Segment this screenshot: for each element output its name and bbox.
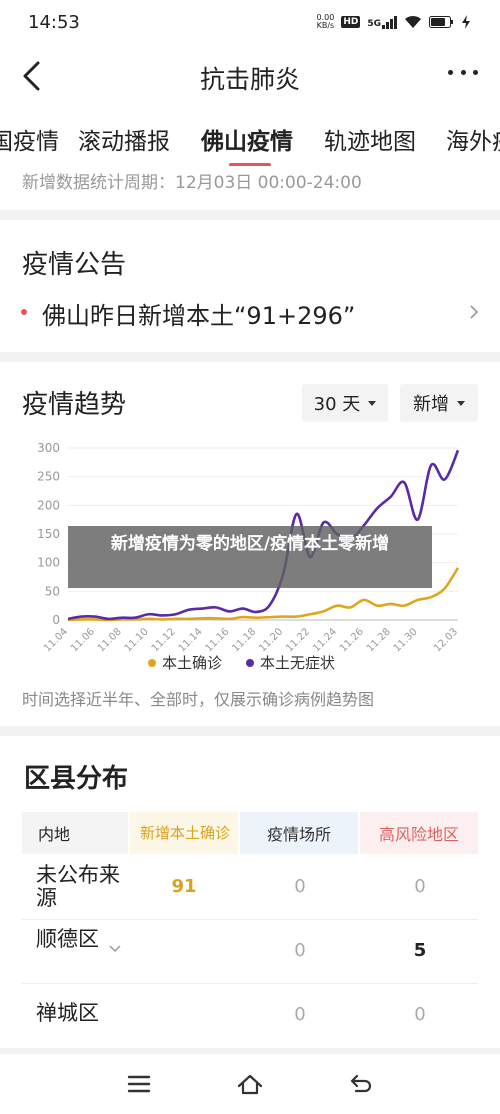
x-tick-label: 11.18 xyxy=(230,626,258,654)
high-risk-count: 5 xyxy=(413,940,427,961)
trend-card: 疫情趋势 30 天 新增 0 50 100 150 200 250 300 11.04 11.0… xyxy=(0,362,500,726)
y-tick-label: 250 xyxy=(37,470,60,484)
notice-title: 疫情公告 xyxy=(22,250,127,280)
header-region: 内地 xyxy=(22,812,128,854)
header-high-risk: 高风险地区 xyxy=(360,812,478,854)
range-dropdown-label: 30 天 xyxy=(313,394,361,415)
places-count: 0 xyxy=(294,876,306,897)
stat-period: 新增数据统计周期：12月03日 00:00-24:00 xyxy=(22,173,362,193)
trend-chart: 05010015020025030011.0411.0611.0811.1011… xyxy=(37,441,460,672)
legend-label: 本土确诊 xyxy=(162,654,222,672)
places-count: 0 xyxy=(294,1004,306,1025)
menu-icon[interactable] xyxy=(126,1072,152,1096)
district-card: 区县分布 内地 新增本土确诊 疫情场所 高风险地区 未公布来源 91 0 0 顺… xyxy=(0,736,500,1048)
net-speed-value: 0.00 xyxy=(316,13,335,22)
status-time: 14:53 xyxy=(28,12,80,33)
x-tick-label: 12.03 xyxy=(432,626,460,654)
y-tick-label: 150 xyxy=(37,527,60,541)
more-dots-icon[interactable] xyxy=(448,70,478,80)
net-speed: 0.00 KB/s xyxy=(317,14,335,30)
y-tick-label: 0 xyxy=(52,613,60,627)
y-tick-label: 300 xyxy=(37,441,60,455)
y-tick-label: 50 xyxy=(45,584,60,598)
status-bar: 14:53 0.00 KB/s HD 5G xyxy=(0,0,500,44)
series-line xyxy=(67,449,460,621)
legend-marker xyxy=(148,659,156,667)
tab-rolling-news[interactable]: 滚动播报 xyxy=(78,129,170,155)
region-name: 顺德区 xyxy=(36,927,99,951)
x-tick-label: 11.16 xyxy=(203,626,231,654)
range-dropdown[interactable]: 30 天 xyxy=(302,384,388,422)
back-arrow-icon[interactable] xyxy=(18,60,46,92)
x-tick-label: 11.30 xyxy=(392,626,420,654)
y-tick-label: 100 xyxy=(37,556,60,570)
legend-label: 本土无症状 xyxy=(260,654,335,672)
x-tick-label: 11.24 xyxy=(311,626,339,654)
x-tick-label: 11.14 xyxy=(177,626,205,654)
confirmed-count: 91 xyxy=(171,876,197,897)
x-tick-label: 11.06 xyxy=(69,626,97,654)
battery-icon xyxy=(429,16,453,28)
chevron-down-icon[interactable] xyxy=(108,944,122,954)
wifi-icon xyxy=(405,15,421,28)
system-nav-bar xyxy=(0,1054,500,1114)
tab-national[interactable]: 国疫情 xyxy=(0,129,59,155)
status-icons: 0.00 KB/s HD 5G xyxy=(317,12,470,32)
tab-track-map[interactable]: 轨迹地图 xyxy=(324,129,416,155)
home-icon[interactable] xyxy=(237,1072,263,1096)
region-name: 禅城区 xyxy=(36,1001,99,1025)
tab-bar: 国疫情 滚动播报 佛山疫情 轨迹地图 海外疫 xyxy=(0,108,500,166)
table-row[interactable]: 顺德区 0 5 xyxy=(22,920,478,984)
series-line xyxy=(67,567,460,622)
chevron-right-icon xyxy=(470,305,479,319)
chart-footnote: 时间选择近半年、全部时，仅展示确诊病例趋势图 xyxy=(22,690,375,709)
x-tick-label: 11.04 xyxy=(42,626,70,654)
x-tick-label: 11.22 xyxy=(284,626,312,654)
x-tick-label: 11.28 xyxy=(365,626,393,654)
notice-card: 疫情公告 佛山昨日新增本土“91+296” xyxy=(0,220,500,352)
table-row: 未公布来源 91 0 0 xyxy=(22,856,478,920)
hd-badge: HD xyxy=(341,16,361,28)
x-tick-label: 11.10 xyxy=(123,626,151,654)
app-header: 抗击肺炎 xyxy=(0,44,500,108)
charging-icon xyxy=(462,15,470,29)
type-dropdown-label: 新增 xyxy=(413,394,449,415)
network-label: 5G xyxy=(367,19,381,29)
overlay-banner: 新增疫情为零的地区/疫情本土零新增 xyxy=(68,526,432,588)
notice-item[interactable]: 佛山昨日新增本土“91+296” xyxy=(0,294,500,334)
tab-overseas[interactable]: 海外疫 xyxy=(446,129,500,155)
type-dropdown[interactable]: 新增 xyxy=(400,384,478,422)
period-card: 新增数据统计周期：12月03日 00:00-24:00 xyxy=(0,166,500,210)
high-risk-count: 0 xyxy=(414,1004,426,1025)
trend-title: 疫情趋势 xyxy=(22,390,127,420)
high-risk-count: 0 xyxy=(414,876,426,897)
district-title: 区县分布 xyxy=(24,764,129,794)
page-title: 抗击肺炎 xyxy=(199,65,300,94)
caret-down-icon xyxy=(457,400,465,406)
places-count: 0 xyxy=(294,940,306,961)
active-tab-indicator xyxy=(229,163,271,167)
bullet-dot-icon xyxy=(21,309,27,315)
net-speed-unit: KB/s xyxy=(316,21,335,30)
x-tick-label: 11.20 xyxy=(257,626,285,654)
tab-foshan[interactable]: 佛山疫情 xyxy=(201,129,293,155)
table-row: 禅城区 0 0 xyxy=(22,984,478,1048)
notice-text: 佛山昨日新增本土“91+296” xyxy=(42,302,356,330)
x-tick-label: 11.12 xyxy=(150,626,178,654)
caret-down-icon xyxy=(368,400,377,406)
y-tick-label: 200 xyxy=(37,498,60,512)
back-icon[interactable] xyxy=(348,1072,374,1096)
region-name: 未公布来源 xyxy=(36,863,120,910)
x-tick-label: 11.08 xyxy=(96,626,124,654)
x-tick-label: 11.26 xyxy=(338,626,366,654)
signal-icon: 5G xyxy=(367,15,397,29)
legend-marker xyxy=(246,659,254,667)
header-new-confirmed: 新增本土确诊 xyxy=(130,812,238,854)
header-outbreak-places: 疫情场所 xyxy=(240,812,358,854)
